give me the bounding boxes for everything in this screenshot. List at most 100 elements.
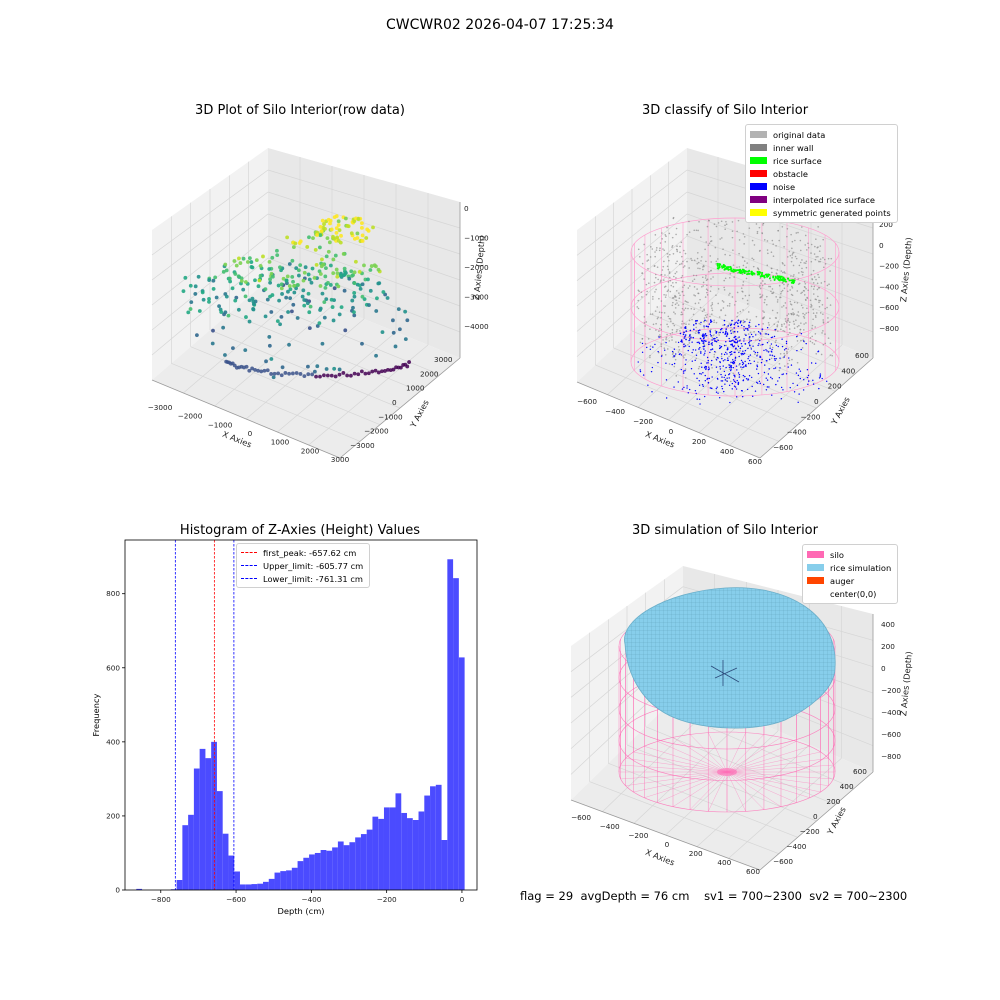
noise-point	[691, 360, 693, 362]
wall-point	[663, 260, 665, 263]
raw-point	[323, 285, 328, 290]
wall-point	[677, 351, 680, 353]
wall-point	[668, 317, 671, 320]
wall-point	[807, 246, 810, 249]
wall-point	[660, 274, 662, 276]
wall-point	[804, 244, 807, 246]
simulation-x-tick: −400	[600, 822, 620, 831]
raw-point	[250, 366, 255, 371]
raw-point	[320, 257, 324, 262]
wall-point	[799, 331, 801, 334]
legend-label: center(0,0)	[830, 588, 877, 599]
noise-point	[698, 398, 701, 400]
raw-point	[359, 369, 364, 374]
wall-point	[676, 245, 678, 248]
noise-point	[749, 354, 752, 356]
raw-x-tick: 0	[248, 429, 253, 438]
noise-point	[739, 320, 742, 323]
raw-point	[405, 318, 410, 323]
noise-point	[704, 319, 706, 322]
wall-point	[828, 283, 830, 286]
histogram-bar	[458, 657, 465, 890]
raw-point	[251, 299, 256, 304]
histogram-x-tick: −200	[377, 895, 397, 904]
wall-point	[695, 274, 698, 277]
noise-point	[768, 368, 770, 370]
legend-label: first_peak: -657.62 cm	[263, 547, 357, 558]
wall-point	[740, 287, 743, 289]
wall-point	[700, 260, 702, 262]
raw-point	[322, 300, 327, 305]
wall-point	[801, 267, 803, 270]
histogram-bar	[326, 850, 333, 890]
noise-point	[715, 366, 718, 368]
wall-point	[791, 294, 794, 297]
raw-point	[301, 278, 306, 283]
wall-point	[790, 313, 793, 315]
raw-point	[371, 225, 375, 230]
noise-point	[755, 325, 757, 327]
noise-point	[689, 334, 691, 336]
noise-point	[719, 365, 721, 368]
rice-surface-point	[761, 271, 764, 274]
wall-point	[742, 233, 745, 235]
wall-point	[659, 336, 662, 338]
histogram-bar	[216, 791, 223, 890]
wall-point	[696, 257, 699, 260]
noise-point	[637, 361, 639, 363]
noise-point	[701, 384, 704, 386]
wall-point	[724, 277, 727, 280]
noise-point	[799, 370, 802, 372]
wall-point	[748, 227, 751, 229]
raw-point	[270, 274, 275, 279]
histogram-bar	[383, 807, 390, 890]
raw-point	[332, 366, 337, 371]
raw-point	[306, 372, 311, 377]
wall-point	[776, 325, 779, 328]
wall-point	[710, 240, 713, 242]
silo-floor-spoke	[689, 771, 728, 810]
wall-point	[810, 252, 812, 254]
noise-point	[731, 388, 733, 390]
noise-point	[724, 359, 726, 361]
noise-point	[696, 341, 698, 344]
noise-point	[747, 379, 749, 381]
wall-point	[696, 288, 698, 290]
noise-point	[748, 326, 750, 328]
wall-point	[652, 295, 654, 298]
rice-surface-point	[774, 275, 777, 278]
wall-point	[823, 266, 825, 269]
raw-point	[295, 316, 300, 320]
noise-point	[767, 373, 770, 375]
raw-point	[329, 297, 334, 302]
raw-point-cloud	[181, 214, 412, 380]
noise-point	[752, 336, 754, 338]
histogram-bar	[291, 867, 298, 890]
noise-point	[692, 324, 695, 326]
legend-label: Upper_limit: -605.77 cm	[263, 560, 364, 571]
wall-point	[803, 294, 806, 296]
noise-point	[680, 354, 683, 356]
noise-point	[708, 377, 711, 380]
noise-point	[714, 340, 716, 342]
wall-point	[787, 313, 790, 315]
noise-point	[698, 342, 701, 345]
wall-point	[674, 355, 676, 357]
raw-point	[342, 288, 347, 293]
wall-point	[819, 258, 822, 260]
rice-surface-point	[726, 267, 729, 270]
wall-point	[736, 230, 738, 233]
noise-point	[740, 342, 743, 345]
wall-point	[831, 354, 834, 357]
wall-point	[667, 281, 670, 283]
wall-point	[790, 233, 792, 236]
raw-point	[369, 264, 374, 268]
silo-floor-spoke	[633, 751, 728, 773]
noise-point	[782, 373, 785, 375]
wall-point	[800, 304, 803, 307]
wall-point	[666, 333, 668, 336]
raw-point	[197, 309, 202, 313]
wall-point	[656, 317, 659, 320]
simulation-xlabel: X Axies	[644, 847, 676, 868]
wall-point	[751, 239, 754, 242]
